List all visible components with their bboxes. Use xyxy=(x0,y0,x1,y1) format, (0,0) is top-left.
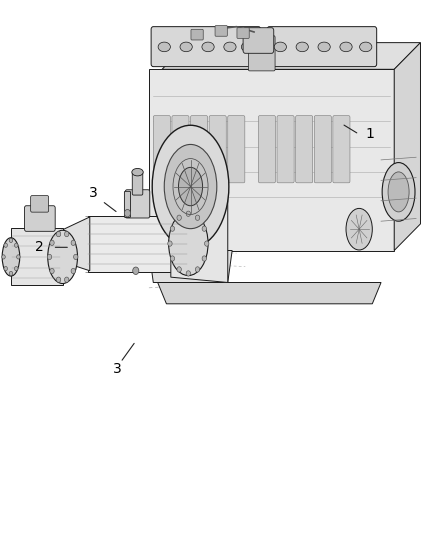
Circle shape xyxy=(64,231,69,237)
Circle shape xyxy=(168,241,172,246)
FancyBboxPatch shape xyxy=(314,116,332,183)
Ellipse shape xyxy=(132,168,143,176)
Ellipse shape xyxy=(274,42,286,52)
FancyBboxPatch shape xyxy=(31,196,49,212)
Circle shape xyxy=(71,240,75,246)
Circle shape xyxy=(195,266,200,272)
Ellipse shape xyxy=(382,163,415,221)
Ellipse shape xyxy=(296,42,308,52)
FancyBboxPatch shape xyxy=(215,26,227,36)
FancyBboxPatch shape xyxy=(296,116,313,183)
Circle shape xyxy=(57,231,61,237)
FancyBboxPatch shape xyxy=(267,27,377,67)
Polygon shape xyxy=(162,43,420,69)
Polygon shape xyxy=(60,217,90,271)
Polygon shape xyxy=(149,251,232,282)
Polygon shape xyxy=(171,192,228,282)
FancyBboxPatch shape xyxy=(277,116,294,183)
Circle shape xyxy=(205,241,209,246)
Ellipse shape xyxy=(164,144,217,229)
Ellipse shape xyxy=(318,42,330,52)
FancyBboxPatch shape xyxy=(228,116,245,183)
Circle shape xyxy=(71,268,75,273)
Text: 3: 3 xyxy=(113,362,122,376)
Ellipse shape xyxy=(202,42,214,52)
Circle shape xyxy=(195,215,200,221)
Ellipse shape xyxy=(179,167,202,206)
Text: 3: 3 xyxy=(89,186,98,200)
Circle shape xyxy=(9,271,13,276)
Circle shape xyxy=(4,266,7,271)
Circle shape xyxy=(47,254,52,260)
FancyBboxPatch shape xyxy=(333,116,350,183)
Ellipse shape xyxy=(241,42,254,52)
FancyBboxPatch shape xyxy=(125,190,150,218)
Circle shape xyxy=(177,266,181,272)
FancyBboxPatch shape xyxy=(248,36,275,71)
Ellipse shape xyxy=(388,172,409,212)
Ellipse shape xyxy=(340,42,352,52)
Circle shape xyxy=(202,226,206,231)
Polygon shape xyxy=(394,43,420,251)
Ellipse shape xyxy=(48,230,78,284)
Circle shape xyxy=(177,215,181,221)
Polygon shape xyxy=(158,282,381,304)
Ellipse shape xyxy=(158,42,170,52)
Circle shape xyxy=(9,238,13,243)
Circle shape xyxy=(50,268,54,273)
Ellipse shape xyxy=(180,42,192,52)
Circle shape xyxy=(50,240,54,246)
Circle shape xyxy=(14,243,18,247)
Circle shape xyxy=(170,226,175,231)
Ellipse shape xyxy=(2,238,20,276)
Circle shape xyxy=(2,255,5,259)
Circle shape xyxy=(57,277,61,282)
FancyBboxPatch shape xyxy=(151,27,261,67)
Circle shape xyxy=(186,271,191,276)
Polygon shape xyxy=(149,69,394,251)
Text: 1: 1 xyxy=(366,127,374,141)
FancyBboxPatch shape xyxy=(243,28,274,53)
Circle shape xyxy=(17,255,20,259)
Circle shape xyxy=(74,254,78,260)
Circle shape xyxy=(4,243,7,247)
FancyBboxPatch shape xyxy=(153,116,170,183)
Circle shape xyxy=(64,277,69,282)
FancyBboxPatch shape xyxy=(258,116,276,183)
Ellipse shape xyxy=(360,42,372,52)
Circle shape xyxy=(124,209,131,217)
FancyBboxPatch shape xyxy=(132,172,143,195)
Polygon shape xyxy=(88,216,188,272)
Ellipse shape xyxy=(152,125,229,248)
FancyBboxPatch shape xyxy=(191,29,203,40)
FancyBboxPatch shape xyxy=(124,191,131,217)
FancyBboxPatch shape xyxy=(25,206,55,231)
Circle shape xyxy=(186,211,191,216)
FancyBboxPatch shape xyxy=(237,28,249,38)
Circle shape xyxy=(202,256,206,261)
Ellipse shape xyxy=(169,212,208,276)
Ellipse shape xyxy=(224,42,236,52)
FancyBboxPatch shape xyxy=(209,116,226,183)
Text: 2: 2 xyxy=(35,240,44,254)
Ellipse shape xyxy=(346,208,372,250)
FancyBboxPatch shape xyxy=(191,116,208,183)
Polygon shape xyxy=(11,228,63,285)
Circle shape xyxy=(14,266,18,271)
FancyBboxPatch shape xyxy=(172,116,189,183)
Circle shape xyxy=(170,256,175,261)
Circle shape xyxy=(133,267,139,274)
